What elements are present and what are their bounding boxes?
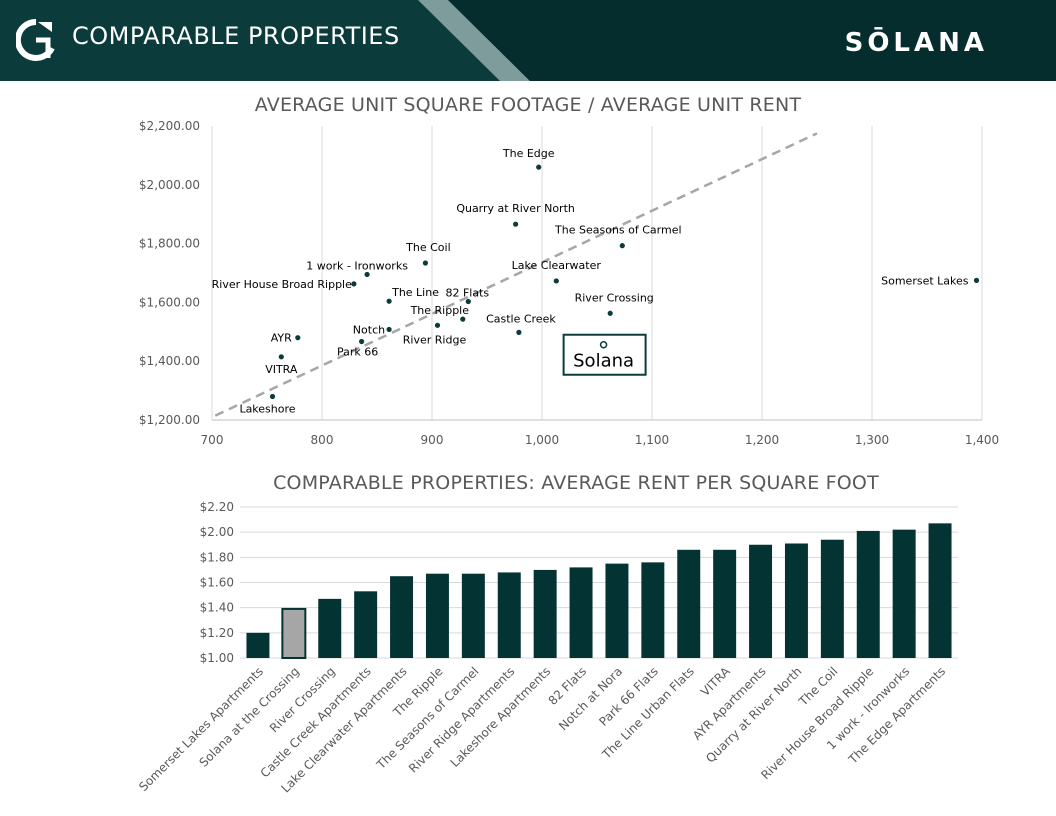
bar: [318, 598, 342, 658]
data-point-label: AYR: [271, 332, 292, 345]
y-tick-label: $1.20: [200, 626, 234, 640]
data-point-label: The Coil: [405, 241, 450, 254]
y-tick-label: $2.20: [200, 500, 234, 514]
bar: [641, 562, 665, 658]
bar: [892, 529, 916, 658]
bar: [497, 572, 521, 658]
data-point: [513, 221, 519, 227]
bar: [569, 567, 593, 658]
bar: [784, 543, 808, 658]
data-point-label: Park 66: [337, 346, 378, 359]
bar: [856, 530, 880, 658]
data-point: [351, 281, 357, 287]
y-tick-label: $2.00: [200, 525, 234, 539]
y-tick-label: $1,400.00: [139, 354, 200, 368]
scatter-chart: 700 800 900 1,000 1,100 1,200 1,300 1,400 $1,200…: [139, 119, 999, 447]
bar-highlight: [281, 607, 307, 659]
data-point: [460, 316, 466, 322]
data-point: [278, 354, 284, 360]
y-tick-label: $1.80: [200, 550, 234, 564]
bar: [533, 569, 557, 658]
brand-logo: SŌLANA: [844, 28, 988, 58]
scatter-chart-title: AVERAGE UNIT SQUARE FOOTAGE / AVERAGE UN…: [254, 94, 802, 116]
data-point: [359, 338, 365, 345]
bar: [713, 549, 737, 658]
data-point: [422, 260, 428, 266]
bar: [354, 591, 378, 658]
data-point-label: VITRA: [265, 363, 298, 376]
data-point-label: The Line: [391, 286, 439, 299]
data-point-label: Quarry at River North: [456, 202, 575, 215]
data-point-label: River Ridge: [403, 333, 467, 346]
bar: [425, 573, 449, 658]
y-tick-label: $1.40: [200, 601, 234, 615]
company-logo-icon: [16, 18, 55, 61]
trendline: [214, 132, 818, 417]
data-point: [973, 277, 980, 283]
data-point: [434, 322, 441, 328]
data-point-label: The Edge: [502, 147, 555, 160]
x-tick-label: 1,100: [635, 433, 669, 447]
data-point-label: Somerset Lakes: [881, 274, 969, 287]
page-title: COMPARABLE PROPERTIES: [72, 22, 400, 50]
bar: [605, 563, 629, 658]
x-tick-label: 700: [201, 433, 224, 447]
data-point-label: Solana: [573, 351, 634, 372]
data-point-label: River Crossing: [575, 291, 654, 304]
data-point-label: The Seasons of Carmel: [554, 224, 682, 237]
y-tick-label: $1,600.00: [139, 295, 200, 309]
header-banner: COMPARABLE PROPERTIES SŌLANA: [0, 0, 1056, 81]
data-point-label: River House Broad Ripple: [212, 278, 352, 291]
x-tick-label: 1,400: [965, 433, 999, 447]
x-tick-label: Notch at Nora: [556, 664, 625, 733]
data-point: [619, 243, 625, 249]
data-point-label: 1 work - Ironworks: [306, 259, 408, 272]
bar: [677, 549, 701, 658]
bar: [749, 544, 773, 658]
header-background: [0, 0, 1056, 81]
data-point: [269, 393, 276, 400]
data-point: [553, 278, 559, 284]
data-point-highlight: [599, 340, 608, 349]
y-tick-label: $1,800.00: [139, 237, 200, 251]
y-tick-label: $2,200.00: [139, 119, 200, 133]
data-point-label: Lake Clearwater: [512, 259, 602, 272]
data-point: [295, 335, 301, 341]
data-point: [386, 326, 392, 333]
bar: [820, 539, 844, 658]
y-tick-label: $2,000.00: [139, 178, 200, 192]
x-tick-label: 1,300: [855, 433, 889, 447]
data-point-label: Notch: [353, 323, 385, 336]
y-tick-label: $1.00: [200, 651, 234, 665]
data-point-label: Lakeshore: [239, 402, 295, 415]
data-point-label: The Ripple: [410, 304, 470, 317]
x-tick-label: 800: [311, 433, 334, 447]
data-point: [386, 298, 392, 304]
bar: [390, 576, 414, 658]
data-point: [536, 164, 542, 170]
data-point: [364, 271, 370, 278]
bar: [928, 523, 952, 658]
bar: [246, 632, 270, 658]
x-tick-label: 1,000: [525, 433, 559, 447]
y-tick-label: $1,200.00: [139, 413, 200, 427]
data-point: [465, 298, 471, 305]
data-point-label: 82 Flats: [445, 287, 489, 300]
data-point: [516, 329, 522, 335]
data-point-label: Castle Creek: [486, 312, 556, 325]
x-tick-label: 1,200: [745, 433, 779, 447]
data-point: [607, 310, 613, 316]
bar: [461, 573, 485, 658]
x-tick-label: 900: [421, 433, 444, 447]
y-tick-label: $1.60: [200, 576, 234, 590]
bar-chart-title: COMPARABLE PROPERTIES: AVERAGE RENT PER …: [273, 472, 879, 494]
